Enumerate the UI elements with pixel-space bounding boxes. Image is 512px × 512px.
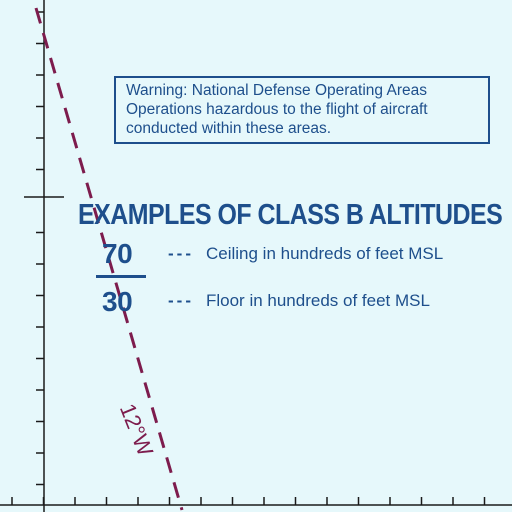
- ceiling-dashes: ---: [168, 244, 194, 263]
- legend-row-floor: --- Floor in hundreds of feet MSL: [168, 291, 430, 311]
- warning-line-3: conducted within these areas.: [126, 120, 332, 137]
- fraction-bar: [96, 275, 146, 278]
- warning-line-1: Warning: National Defense Operating Area…: [126, 82, 427, 99]
- warning-line-2: Operations hazardous to the flight of ai…: [126, 101, 428, 118]
- floor-description: Floor in hundreds of feet MSL: [205, 291, 430, 310]
- isogonic-line: [34, 7, 184, 511]
- floor-value: 30: [102, 286, 133, 317]
- graticule-ticks: [11, 11, 486, 505]
- legend-title: EXAMPLES OF CLASS B ALTITUDES: [78, 199, 503, 231]
- ceiling-description: Ceiling in hundreds of feet MSL: [205, 244, 444, 263]
- ceiling-value: 70: [102, 238, 133, 269]
- floor-dashes: ---: [168, 291, 194, 310]
- warning-box: Warning: National Defense Operating Area…: [114, 76, 490, 144]
- legend-row-ceiling: --- Ceiling in hundreds of feet MSL: [168, 244, 443, 264]
